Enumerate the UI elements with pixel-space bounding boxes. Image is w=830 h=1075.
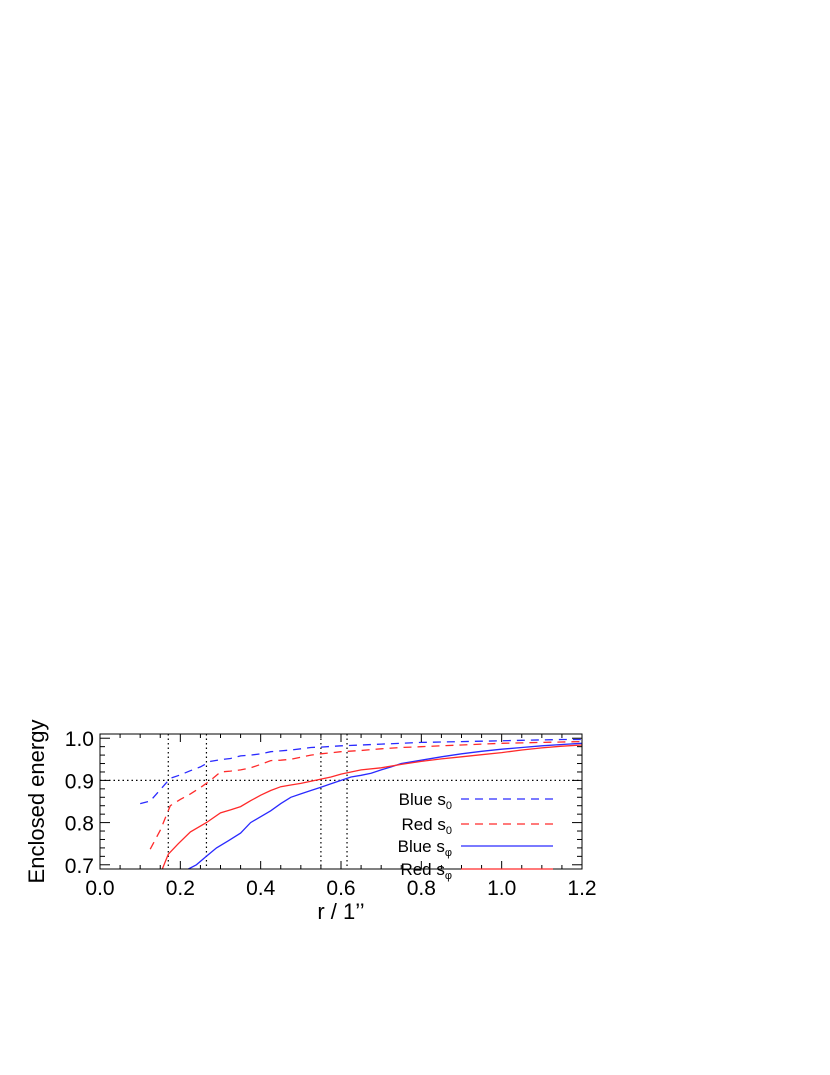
legend-label-1: Red s0: [401, 815, 452, 837]
legend-label-2: Blue sφ: [398, 837, 452, 859]
x-tick-label: 0.2: [166, 877, 195, 900]
y-tick-label: 1.0: [65, 728, 94, 751]
axis-ticks: 0.0 0.2 0.4 0.6 0.8 1.0 1.2 0.7 0.8 0.9 1.0: [65, 728, 597, 900]
x-axis-title: r / 1’’: [317, 899, 364, 924]
reference-lines: [100, 734, 582, 869]
x-tick-label: 0.8: [407, 877, 436, 900]
y-axis-title: Enclosed energy: [24, 720, 49, 884]
x-tick-label: 0.4: [246, 877, 276, 900]
y-tick-label: 0.8: [65, 813, 94, 836]
x-tick-label: 0.6: [326, 877, 355, 900]
plot-frame: [99, 733, 583, 870]
series-line-1: [149, 740, 582, 850]
x-tick-label: 0.0: [85, 877, 114, 900]
series-line-3: [161, 744, 582, 869]
legend-label-0: Blue s0: [399, 790, 452, 812]
y-tick-label: 0.7: [65, 855, 94, 878]
x-tick-label: 1.2: [567, 877, 596, 900]
y-tick-label: 0.9: [65, 770, 94, 793]
series-lines: [140, 738, 582, 869]
legend-label-3: Red sφ: [400, 860, 452, 882]
x-tick-label: 1.0: [487, 877, 516, 900]
series-line-0: [140, 738, 582, 805]
series-line-2: [188, 742, 582, 869]
